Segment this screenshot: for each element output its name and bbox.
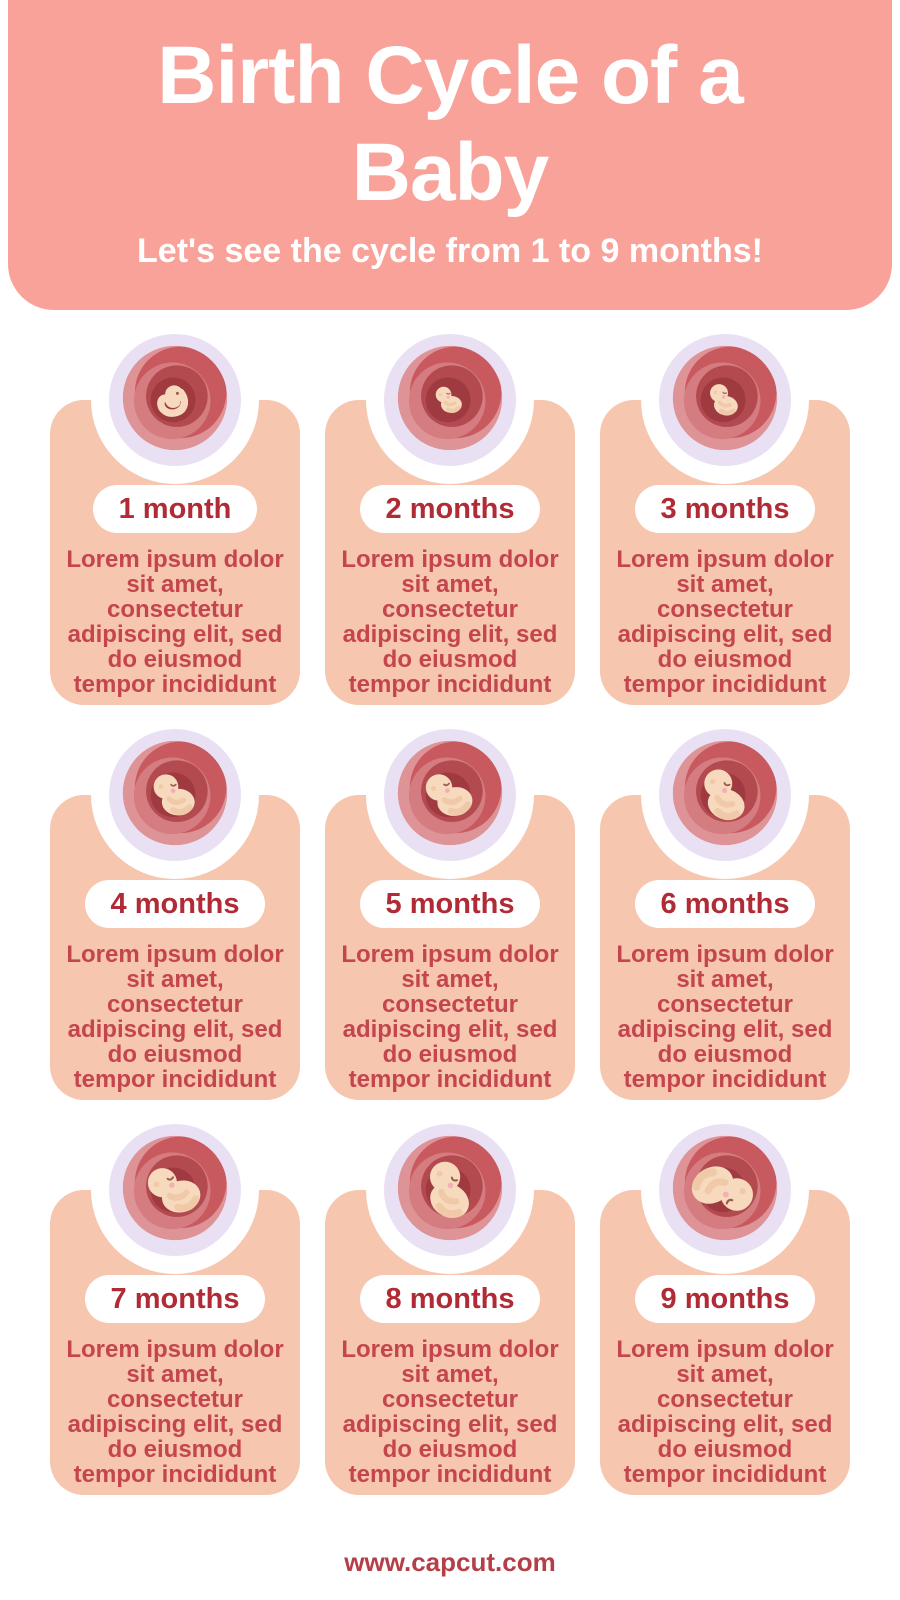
page-subtitle: Let's see the cycle from 1 to 9 months!: [137, 231, 763, 270]
womb-ring: [659, 334, 791, 466]
month-card: 1 month Lorem ipsum dolor sit amet, cons…: [50, 316, 300, 705]
month-label: 7 months: [110, 1283, 240, 1315]
month-card: 7 months Lorem ipsum dolor sit amet, con…: [50, 1106, 300, 1495]
month-label: 9 months: [660, 1283, 790, 1315]
womb-ring: [384, 334, 516, 466]
months-grid: 1 month Lorem ipsum dolor sit amet, cons…: [0, 316, 900, 1495]
month-card: 3 months Lorem ipsum dolor sit amet, con…: [600, 316, 850, 705]
fetus-illustration: [394, 1132, 506, 1249]
card-description: Lorem ipsum dolor sit amet, consectetur …: [616, 1336, 834, 1488]
page-title: Birth Cycle of a Baby: [157, 30, 743, 218]
womb-ring: [384, 1124, 516, 1256]
month-badge: 8 months: [359, 1275, 541, 1323]
poster-header: Birth Cycle of a Baby Let's see the cycl…: [8, 0, 892, 310]
month-card: 5 months Lorem ipsum dolor sit amet, con…: [325, 711, 575, 1100]
womb-ring: [659, 729, 791, 861]
month-card: 6 months Lorem ipsum dolor sit amet, con…: [600, 711, 850, 1100]
fetus-illustration: [669, 342, 781, 459]
month-badge: 9 months: [634, 1275, 816, 1323]
month-label: 5 months: [385, 888, 515, 920]
month-badge: 5 months: [359, 880, 541, 928]
card-description: Lorem ipsum dolor sit amet, consectetur …: [66, 546, 284, 698]
womb-ring: [384, 729, 516, 861]
card-description: Lorem ipsum dolor sit amet, consectetur …: [341, 941, 559, 1093]
card-description: Lorem ipsum dolor sit amet, consectetur …: [66, 1336, 284, 1488]
month-label: 4 months: [110, 888, 240, 920]
month-badge: 6 months: [634, 880, 816, 928]
womb-ring: [659, 1124, 791, 1256]
website-url: www.capcut.com: [344, 1547, 556, 1577]
womb-ring: [109, 1124, 241, 1256]
month-label: 6 months: [660, 888, 790, 920]
month-badge: 2 months: [359, 485, 541, 533]
month-card: 4 months Lorem ipsum dolor sit amet, con…: [50, 711, 300, 1100]
month-label: 1 month: [118, 493, 232, 525]
card-description: Lorem ipsum dolor sit amet, consectetur …: [341, 546, 559, 698]
fetus-illustration: [119, 737, 231, 854]
month-badge: 7 months: [84, 1275, 266, 1323]
womb-ring: [109, 334, 241, 466]
card-description: Lorem ipsum dolor sit amet, consectetur …: [66, 941, 284, 1093]
card-description: Lorem ipsum dolor sit amet, consectetur …: [616, 941, 834, 1093]
month-badge: 4 months: [84, 880, 266, 928]
month-badge: 3 months: [634, 485, 816, 533]
womb-ring: [109, 729, 241, 861]
fetus-illustration: [669, 737, 781, 854]
month-card: 9 months Lorem ipsum dolor sit amet, con…: [600, 1106, 850, 1495]
card-description: Lorem ipsum dolor sit amet, consectetur …: [616, 546, 834, 698]
month-label: 2 months: [385, 493, 515, 525]
month-card: 2 months Lorem ipsum dolor sit amet, con…: [325, 316, 575, 705]
month-label: 8 months: [385, 1283, 515, 1315]
fetus-illustration: [394, 342, 506, 459]
month-label: 3 months: [660, 493, 790, 525]
fetus-illustration: [669, 1132, 781, 1249]
fetus-illustration: [119, 342, 231, 459]
card-description: Lorem ipsum dolor sit amet, consectetur …: [341, 1336, 559, 1488]
fetus-illustration: [119, 1132, 231, 1249]
month-card: 8 months Lorem ipsum dolor sit amet, con…: [325, 1106, 575, 1495]
month-badge: 1 month: [92, 485, 258, 533]
fetus-illustration: [394, 737, 506, 854]
